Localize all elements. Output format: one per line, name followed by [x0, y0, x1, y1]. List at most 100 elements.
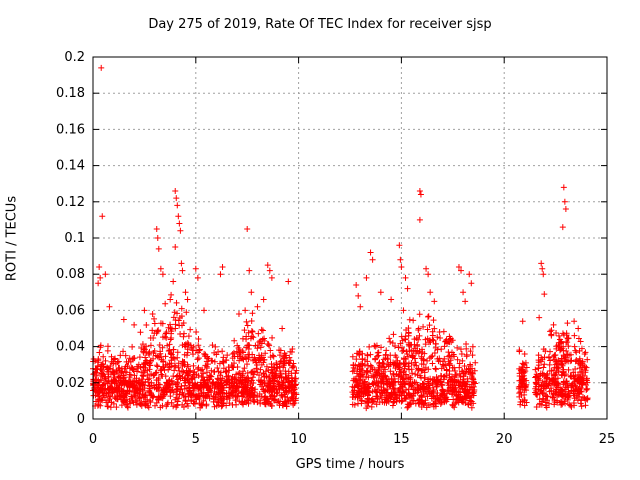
data-point [571, 343, 578, 350]
data-point [286, 360, 293, 367]
data-point [144, 402, 151, 409]
data-point [396, 393, 403, 400]
data-point [170, 403, 177, 410]
data-point [266, 399, 273, 406]
data-point [415, 400, 422, 407]
data-point [183, 309, 190, 316]
data-point [468, 398, 475, 405]
data-point [582, 397, 589, 404]
data-point [261, 335, 268, 342]
data-point [282, 384, 289, 391]
data-point [147, 342, 154, 349]
data-point [219, 382, 226, 389]
data-point [207, 373, 214, 380]
data-point [470, 390, 477, 397]
data-point [387, 361, 394, 368]
data-point [194, 356, 201, 363]
data-point [389, 402, 396, 409]
data-point [211, 349, 218, 356]
data-point [577, 385, 584, 392]
data-point [453, 379, 460, 386]
data-point [396, 366, 403, 373]
data-point [352, 393, 359, 400]
data-point [397, 256, 404, 263]
data-point [425, 313, 432, 320]
data-point [244, 322, 251, 329]
data-point [573, 394, 580, 401]
data-point [183, 385, 190, 392]
data-point [570, 399, 577, 406]
data-point [428, 353, 435, 360]
data-point [280, 379, 287, 386]
y-tick-label: 0.18 [56, 86, 85, 101]
data-point [97, 342, 104, 349]
data-point [143, 321, 150, 328]
data-point [146, 360, 153, 367]
data-point [432, 340, 439, 347]
data-point [179, 322, 185, 329]
data-point [170, 314, 177, 321]
data-point [367, 351, 374, 358]
data-point [260, 387, 267, 394]
data-point [217, 372, 224, 379]
data-point [169, 386, 176, 393]
data-point [99, 397, 106, 404]
data-point [225, 392, 232, 399]
data-point [410, 397, 417, 404]
data-point [463, 351, 470, 358]
data-point [384, 355, 391, 362]
data-point [232, 376, 239, 383]
data-point [193, 328, 200, 335]
data-point [425, 388, 432, 395]
data-point [203, 402, 210, 409]
data-point [403, 348, 410, 355]
data-point [452, 368, 459, 375]
data-point [196, 393, 203, 400]
data-point [444, 340, 451, 347]
data-point [100, 371, 107, 378]
data-point [564, 339, 571, 346]
data-point [139, 341, 146, 348]
data-point [160, 393, 167, 400]
data-point [175, 213, 182, 220]
data-point [170, 354, 177, 361]
data-point [180, 403, 187, 410]
data-point [112, 377, 119, 384]
data-point [365, 399, 372, 406]
data-point [288, 381, 295, 388]
data-point [244, 342, 251, 349]
data-point [102, 271, 109, 278]
data-point [158, 366, 165, 373]
data-point [444, 396, 451, 403]
data-point [113, 368, 120, 375]
data-point [190, 343, 197, 350]
y-tick-label: 0.12 [56, 195, 85, 210]
data-point [235, 390, 242, 397]
data-point [131, 382, 138, 389]
data-point [393, 360, 400, 367]
data-point [533, 373, 540, 380]
data-point [107, 404, 114, 411]
data-point [570, 390, 577, 397]
data-point [355, 292, 362, 299]
data-point [557, 340, 564, 347]
data-point [359, 360, 366, 367]
data-point [372, 343, 379, 350]
data-point [361, 361, 368, 368]
data-point [272, 372, 279, 379]
data-point [195, 392, 202, 399]
data-point [355, 373, 362, 380]
data-point [114, 382, 121, 389]
data-point [448, 349, 455, 356]
data-point [171, 367, 178, 374]
data-point [219, 348, 226, 355]
data-point [365, 362, 372, 369]
data-point [421, 400, 428, 407]
data-point [96, 263, 103, 270]
data-point [223, 369, 230, 376]
data-point [151, 320, 158, 327]
data-point [431, 298, 438, 305]
data-point [398, 373, 405, 380]
data-point [190, 351, 197, 358]
